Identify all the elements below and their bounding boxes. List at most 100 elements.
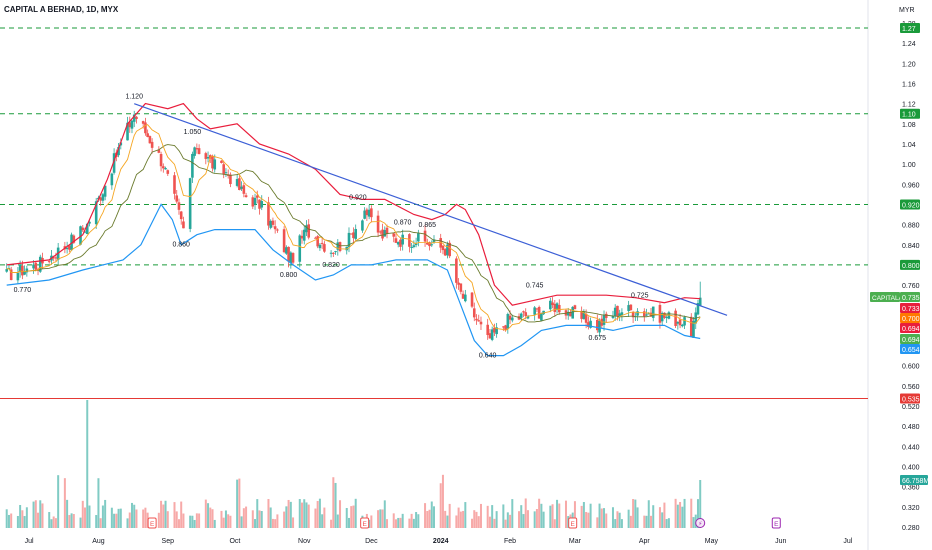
swing-price-annotation: 0.865	[419, 222, 437, 229]
earnings-event-glyph: E	[774, 521, 779, 528]
volume-bar	[95, 515, 98, 528]
earnings-event-icon	[360, 517, 370, 529]
candle-body	[698, 297, 702, 306]
candle-body	[361, 220, 364, 231]
swing-price-annotation: 0.675	[589, 335, 607, 342]
candle-body	[660, 312, 664, 322]
time-axis-label: Feb	[504, 538, 516, 545]
candle-body	[52, 257, 55, 259]
volume-bar	[339, 500, 342, 528]
volume-bar	[23, 516, 26, 528]
candle-body	[432, 239, 436, 243]
volume-bar	[394, 519, 397, 528]
candle-body	[347, 232, 351, 248]
volume-bar	[330, 519, 333, 528]
volume-bar	[307, 504, 310, 528]
volume-bar	[104, 499, 107, 528]
volume-bar	[240, 516, 243, 528]
volume-bar	[316, 500, 319, 528]
candle-body	[430, 244, 434, 246]
volume-bar	[54, 518, 57, 528]
candle-body	[135, 116, 138, 120]
earnings-event-glyph: E	[362, 521, 367, 528]
candle-body	[602, 314, 606, 325]
candle-body	[240, 186, 243, 189]
volume-bar	[204, 499, 207, 528]
level-price-label-bg	[900, 23, 920, 34]
candle-body	[298, 235, 302, 262]
candle-body	[206, 157, 210, 159]
indicator-value-label-bg	[900, 313, 920, 323]
candle-body	[173, 175, 176, 194]
candle-body	[678, 319, 682, 326]
level-price-label-bg	[900, 259, 920, 270]
candle-body	[211, 156, 214, 169]
candle-body	[629, 304, 633, 311]
volume-bar	[117, 508, 120, 528]
candle-body	[665, 316, 668, 318]
indicator-value-label: 0.654	[902, 347, 920, 354]
candle-body	[260, 201, 264, 208]
candle-body	[101, 194, 105, 201]
volume-value-label: 66.758M	[902, 478, 929, 485]
level-price-label: 1.10	[902, 112, 916, 119]
volume-bar	[596, 517, 599, 528]
candle-body	[448, 242, 451, 257]
swing-price-annotation: 0.800	[280, 272, 298, 279]
candle-body	[472, 308, 476, 318]
volume-bar	[620, 519, 623, 528]
volume-bar	[321, 514, 324, 528]
candle-body	[146, 133, 149, 137]
volume-bar	[486, 505, 489, 528]
volume-bar	[377, 510, 380, 528]
volume-bar	[401, 513, 404, 528]
volume-bar	[522, 514, 525, 528]
candle-body	[506, 313, 510, 329]
candle-body	[557, 304, 561, 313]
swing-price-annotation: 1.120	[125, 94, 143, 101]
candle-body	[370, 208, 373, 218]
candle-body	[103, 185, 107, 197]
candle-body	[144, 122, 147, 134]
candle-body	[182, 221, 185, 229]
volume-bar	[164, 500, 167, 528]
volume-bar	[224, 510, 227, 528]
volume-bar	[643, 515, 646, 528]
candle-body	[533, 307, 536, 315]
candle-body	[540, 313, 543, 321]
candle-body	[394, 238, 398, 243]
candle-body	[18, 264, 22, 273]
volume-bar	[533, 511, 536, 528]
candle-body	[32, 264, 35, 269]
candle-body	[195, 148, 199, 150]
volume-bar	[269, 507, 272, 528]
volume-bar	[251, 510, 254, 528]
candle-body	[604, 313, 608, 318]
volume-bar	[336, 514, 339, 528]
volume-bar	[195, 513, 198, 528]
volume-bar	[558, 503, 561, 528]
volume-bar	[504, 519, 507, 528]
candle-body	[99, 197, 102, 201]
candle-body	[526, 316, 530, 319]
volume-bar	[39, 500, 42, 528]
candle-body	[271, 220, 275, 225]
volume-bar	[25, 507, 28, 528]
volume-bar	[605, 513, 608, 528]
candle-body	[645, 314, 648, 316]
fast-moving-average-line	[6, 124, 701, 331]
candle-body	[566, 311, 570, 316]
candle-body	[443, 249, 447, 256]
candle-body	[204, 153, 208, 159]
swing-price-annotation: 0.640	[479, 353, 497, 360]
candle-body	[88, 221, 91, 224]
price-tick-label: 1.00	[902, 162, 916, 169]
volume-bar	[115, 513, 118, 528]
volume-bar	[260, 511, 263, 528]
volume-bar	[509, 514, 512, 528]
candle-body	[385, 227, 389, 234]
volume-bar	[274, 519, 277, 528]
candle-body	[338, 242, 342, 252]
volume-bar	[352, 505, 355, 528]
